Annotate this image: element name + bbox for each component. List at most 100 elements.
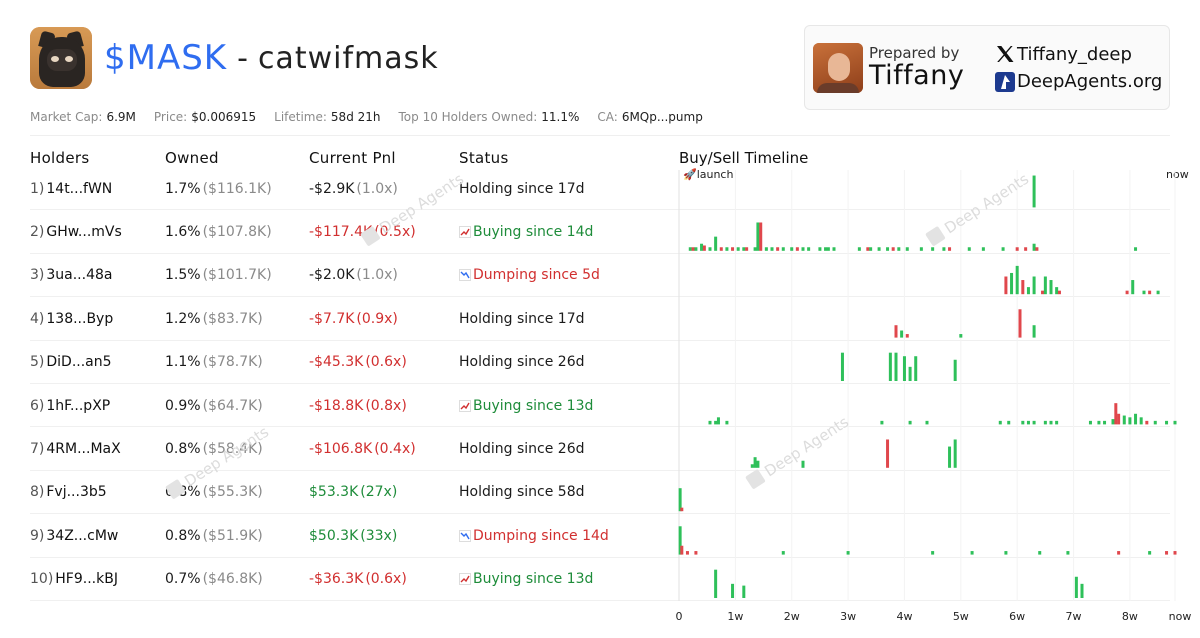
x-tick-label: 2w	[784, 610, 800, 623]
owned-usd: ($51.9K)	[202, 527, 263, 544]
holder-address[interactable]: 3ua...48a	[46, 267, 113, 284]
row-divider	[30, 252, 1170, 254]
stat-contract-address[interactable]: CA: 6MQp...pump	[597, 110, 703, 124]
timeline-title: Buy/Sell Timeline	[679, 149, 809, 167]
prepared-by-card: Prepared by Tiffany Tiffany_deep DeepAge…	[804, 25, 1170, 110]
buy-bar	[801, 460, 805, 468]
owned-cell: 0.8% ($58.4K)	[165, 427, 263, 470]
pnl-multiplier: (1.0x)	[356, 267, 398, 284]
x-handle-link[interactable]: Tiffany_deep	[1017, 44, 1132, 65]
pnl-multiplier: (0.5x)	[374, 224, 416, 241]
stat-lifetime: Lifetime: 58d 21h	[274, 110, 381, 124]
buy-bar	[919, 247, 923, 251]
trend-up-icon	[459, 226, 473, 239]
holder-address[interactable]: Fvj...3b5	[46, 484, 107, 501]
table-row[interactable]: 1) 14t...fWN 1.7% ($116.1K) -$2.9K (1.0x) Hold…	[30, 167, 1170, 211]
owned-cell: 0.8% ($51.9K)	[165, 514, 263, 557]
x-tick-label: 0	[676, 610, 683, 623]
buy-bar	[750, 464, 754, 468]
holder-address[interactable]: DiD...an5	[46, 354, 112, 371]
holder-cell[interactable]: 7) 4RM...MaX	[30, 427, 121, 470]
pnl-cell: -$18.8K (0.8x)	[309, 384, 407, 427]
sell-bar	[759, 222, 763, 251]
buy-bar	[1156, 290, 1160, 295]
buy-bar	[1103, 420, 1107, 425]
table-row[interactable]: 10) HF9...kBJ 0.7% ($46.8K) -$36.3K (0.6x) Buy…	[30, 558, 1170, 601]
holder-cell[interactable]: 1) 14t...fWN	[30, 167, 112, 210]
pnl-cell: -$7.7K (0.9x)	[309, 297, 398, 340]
buy-bar	[1043, 276, 1047, 295]
pnl-cell: -$117.4K (0.5x)	[309, 210, 416, 253]
row-divider	[30, 339, 1170, 341]
buy-bar	[857, 247, 861, 251]
holder-address[interactable]: 34Z...cMw	[46, 527, 119, 544]
holder-cell[interactable]: 6) 1hF...pXP	[30, 384, 110, 427]
x-tick-label: 4w	[896, 610, 912, 623]
buy-bar	[725, 247, 729, 251]
holder-address[interactable]: 14t...fWN	[46, 180, 113, 197]
holder-address[interactable]: 138...Byp	[46, 310, 114, 327]
buy-bar	[1055, 420, 1059, 425]
buy-bar	[753, 247, 757, 251]
holder-rank: 2)	[30, 224, 45, 241]
status-text: Dumping since 5d	[473, 267, 600, 284]
holder-rank: 3)	[30, 267, 45, 284]
holder-rank: 10)	[30, 571, 54, 588]
table-row[interactable]: 9) 34Z...cMw 0.8% ($51.9K) $50.3K (33x) Dumpin…	[30, 514, 1170, 558]
table-row[interactable]: 4) 138...Byp 1.2% ($83.7K) -$7.7K (0.9x) Holdi…	[30, 297, 1170, 341]
holder-cell[interactable]: 8) Fvj...3b5	[30, 471, 107, 514]
sell-bar	[905, 334, 909, 338]
website-link[interactable]: DeepAgents.org	[1017, 71, 1163, 92]
holder-address[interactable]: 1hF...pXP	[46, 397, 111, 414]
pnl-multiplier: (0.8x)	[365, 397, 407, 414]
row-divider	[30, 599, 1170, 601]
buy-bar	[1007, 420, 1011, 425]
table-row[interactable]: 8) Fvj...3b5 0.8% ($55.3K) $53.3K (27x) Holdin…	[30, 471, 1170, 515]
table-row[interactable]: 5) DiD...an5 1.1% ($78.7K) -$45.3K (0.6x) Hold…	[30, 341, 1170, 384]
x-tick-label: 7w	[1066, 610, 1082, 623]
buy-bar	[832, 247, 836, 251]
buy-bar	[897, 247, 901, 251]
buy-bar	[736, 247, 740, 251]
col-header-pnl: Current Pnl	[309, 149, 396, 167]
pnl-multiplier: (1.0x)	[356, 180, 398, 197]
holder-address[interactable]: HF9...kBJ	[55, 571, 118, 588]
buy-bar	[1043, 420, 1047, 425]
holder-cell[interactable]: 3) 3ua...48a	[30, 254, 112, 297]
timeline-now-label: now	[1166, 168, 1189, 181]
buy-bar	[1032, 420, 1036, 425]
holder-cell[interactable]: 4) 138...Byp	[30, 297, 113, 340]
holder-address[interactable]: 4RM...MaX	[46, 441, 121, 458]
holder-cell[interactable]: 2) GHw...mVs	[30, 210, 122, 253]
table-row[interactable]: 7) 4RM...MaX 0.8% ($58.4K) -$106.8K (0.4x) Hol…	[30, 427, 1170, 471]
owned-cell: 1.5% ($101.7K)	[165, 254, 272, 297]
owned-cell: 1.7% ($116.1K)	[165, 167, 272, 210]
holder-cell[interactable]: 5) DiD...an5	[30, 341, 112, 384]
pnl-value: -$7.7K	[309, 310, 355, 327]
holder-address[interactable]: GHw...mVs	[46, 224, 122, 241]
holder-cell[interactable]: 9) 34Z...cMw	[30, 514, 118, 557]
buy-bar	[886, 247, 890, 251]
sell-bar	[1173, 551, 1177, 555]
buy-bar	[1139, 417, 1143, 425]
trend-up-icon	[459, 399, 473, 412]
row-divider	[30, 469, 1170, 471]
buy-bar	[1111, 419, 1115, 425]
sell-bar	[1114, 403, 1118, 425]
table-row[interactable]: 2) GHw...mVs 1.6% ($107.8K) -$117.4K (0.5x) Bu…	[30, 210, 1170, 254]
x-tick-label: 1w	[727, 610, 743, 623]
stat-market-cap: Market Cap: 6.9M	[30, 110, 136, 124]
owned-usd: ($55.3K)	[202, 484, 263, 501]
buy-bar	[1142, 290, 1146, 295]
buy-bar	[953, 439, 957, 468]
sell-bar	[1117, 413, 1121, 425]
buy-bar	[1026, 287, 1030, 295]
buy-bar	[1153, 420, 1157, 425]
table-row[interactable]: 3) 3ua...48a 1.5% ($101.7K) -$2.0K (1.0x) Dump…	[30, 254, 1170, 298]
sell-bar	[680, 507, 684, 512]
table-row[interactable]: 6) 1hF...pXP 0.9% ($64.7K) -$18.8K (0.8x) Buyi…	[30, 384, 1170, 428]
holder-cell[interactable]: 10) HF9...kBJ	[30, 558, 118, 601]
buy-bar	[1097, 420, 1101, 425]
buy-bar	[953, 359, 957, 381]
x-logo-icon[interactable]	[995, 44, 1015, 64]
